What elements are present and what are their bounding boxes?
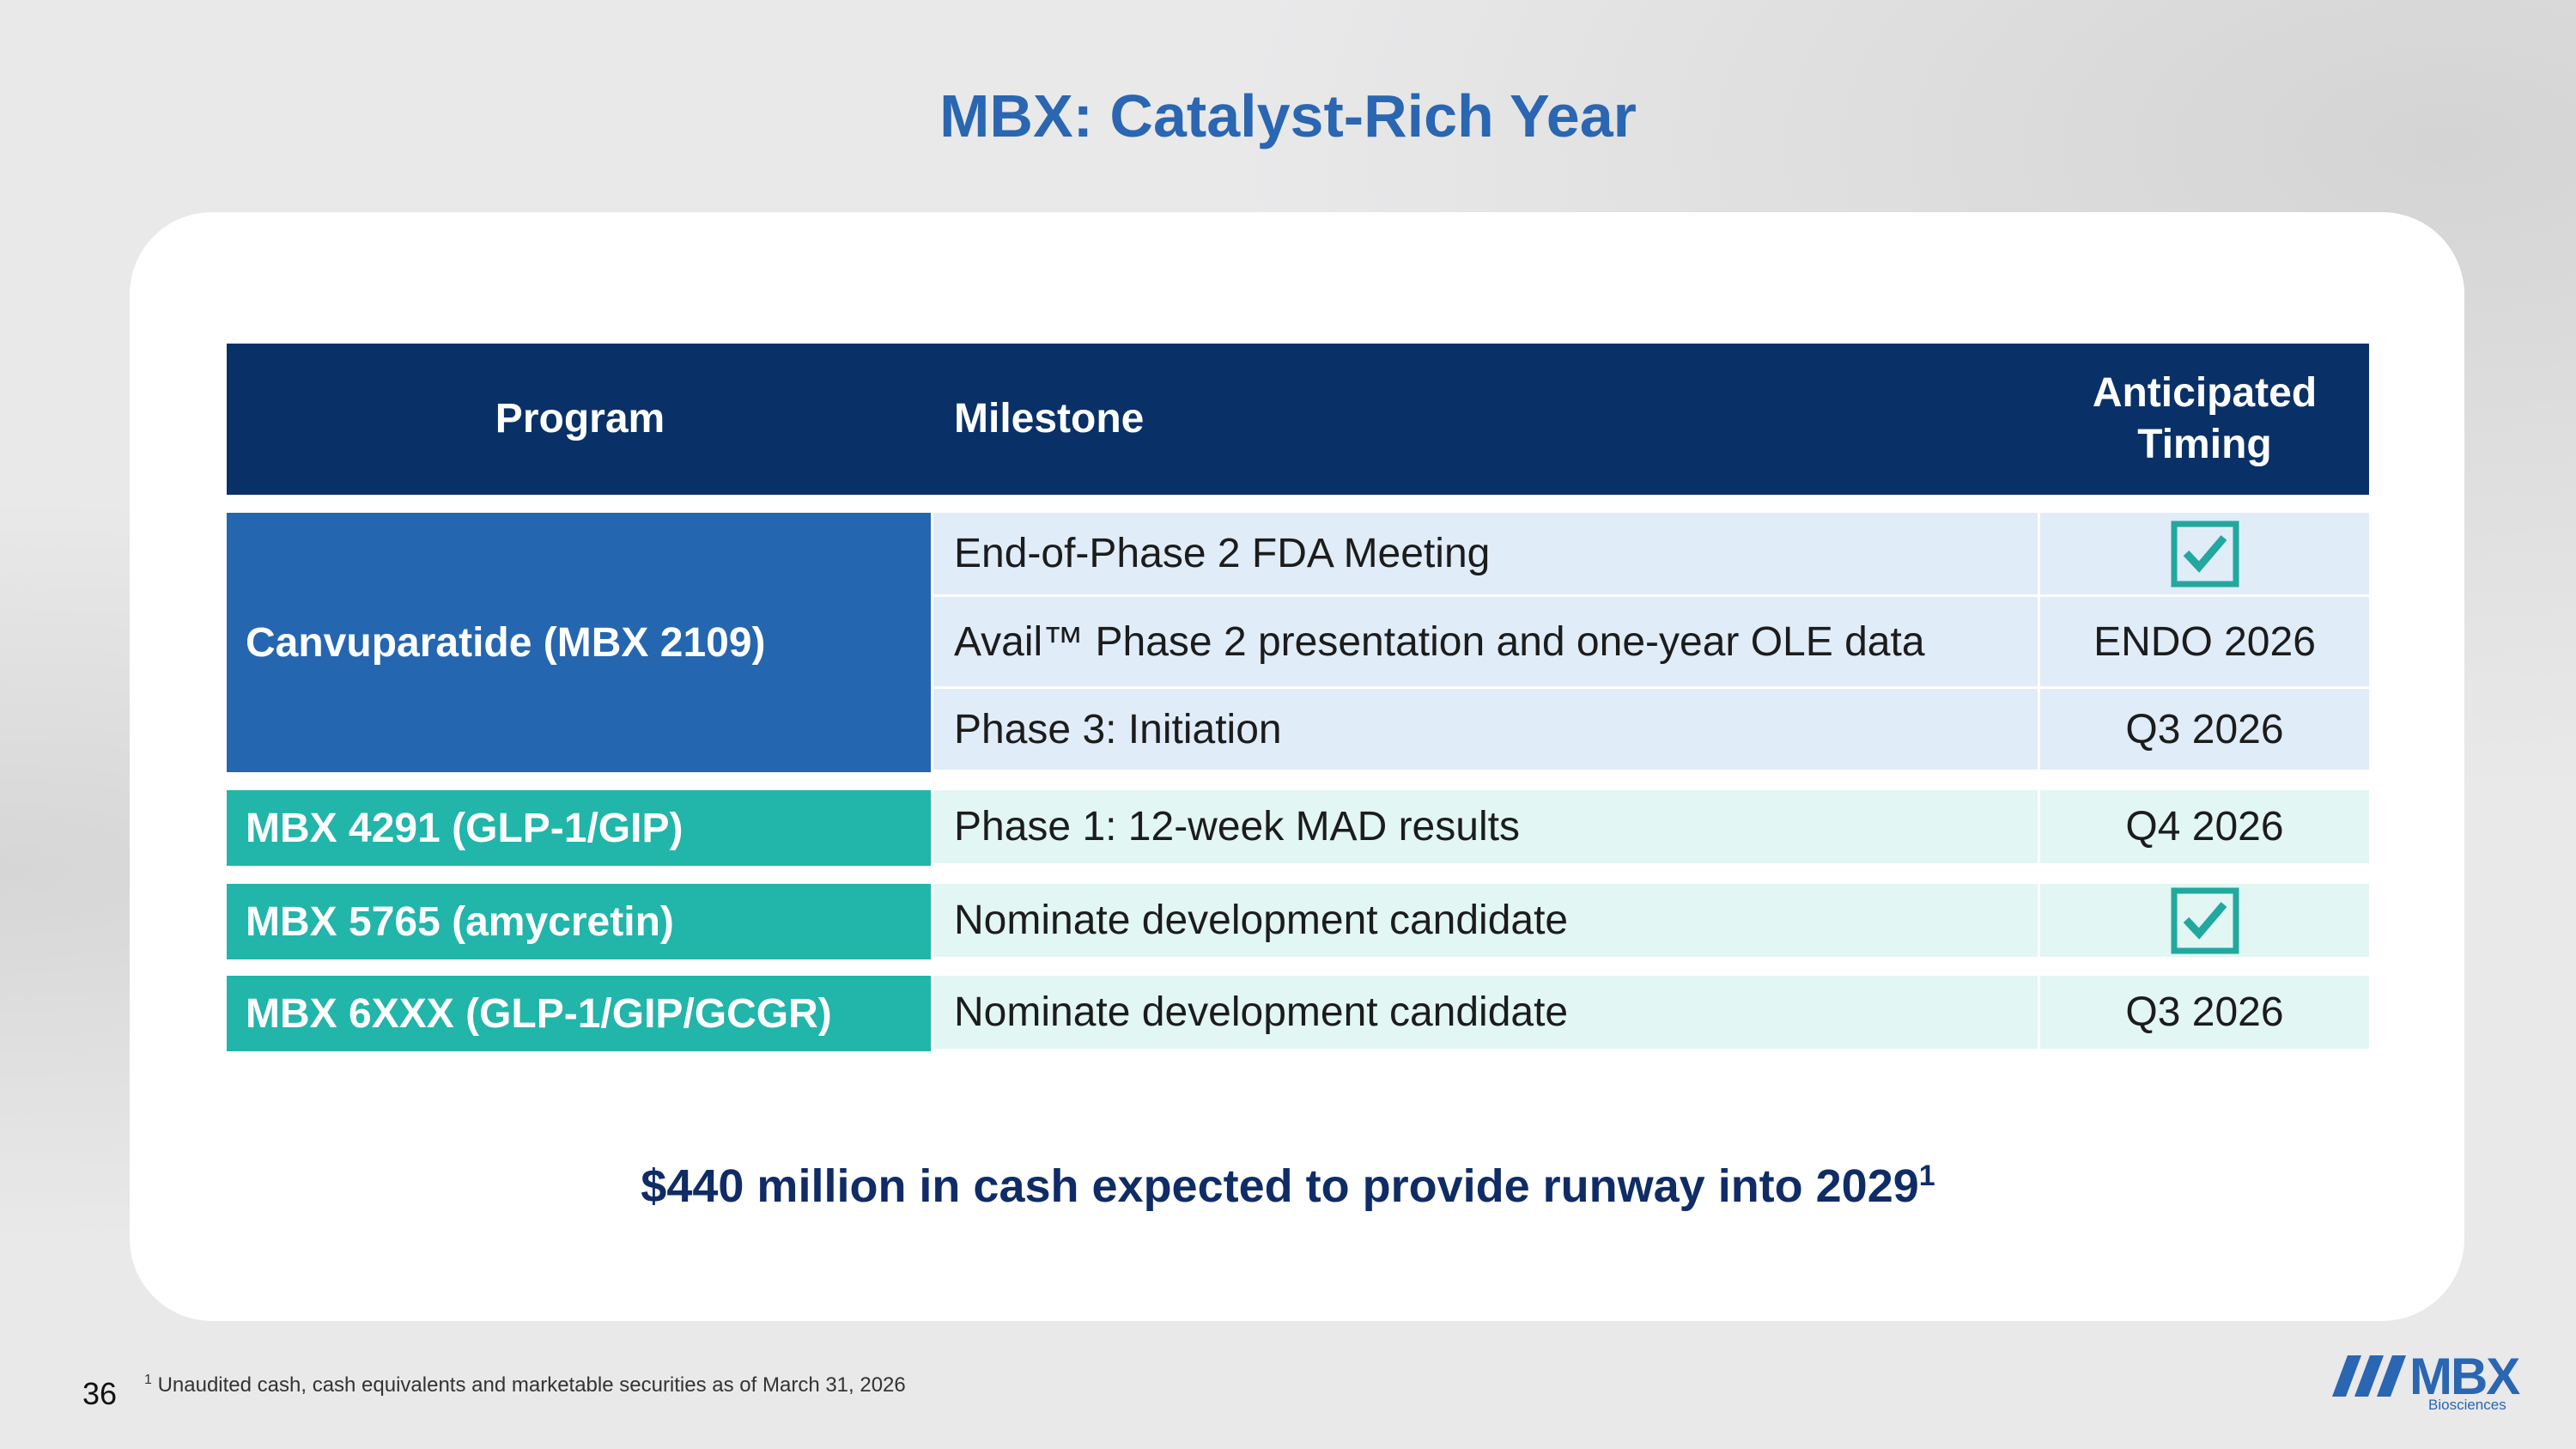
header-cell: Anticipated Timing bbox=[2040, 344, 2369, 495]
header-cell: Program bbox=[227, 344, 933, 495]
timing-cell bbox=[2040, 513, 2369, 594]
timing-cell: Q4 2026 bbox=[2040, 790, 2369, 863]
milestone-cell: Nominate development candidate bbox=[933, 884, 2038, 957]
logo-mark bbox=[2332, 1355, 2406, 1397]
header-cell: Milestone bbox=[933, 344, 2040, 495]
program-cell-text: Canvuparatide (MBX 2109) bbox=[246, 619, 766, 666]
check-icon bbox=[2171, 887, 2239, 953]
cash-statement: $440 million in cash expected to provide… bbox=[0, 1160, 2576, 1213]
program-cell-text: MBX 5765 (amycretin) bbox=[246, 898, 674, 945]
timing-cell-text: Q3 2026 bbox=[2125, 989, 2284, 1035]
timing-cell-text: ENDO 2026 bbox=[2093, 618, 2316, 665]
footnote-ref: 1 bbox=[1918, 1160, 1935, 1192]
timing-cell-text: Q3 2026 bbox=[2125, 706, 2284, 752]
milestone-cell: Phase 1: 12-week MAD results bbox=[933, 790, 2038, 863]
program-cell: MBX 6XXX (GLP-1/GIP/GCGR) bbox=[227, 976, 931, 1051]
timing-cell: ENDO 2026 bbox=[2040, 597, 2369, 686]
program-cell: MBX 5765 (amycretin) bbox=[227, 884, 931, 959]
milestone-cell-text: Phase 1: 12-week MAD results bbox=[954, 804, 1520, 849]
timing-cell: Q3 2026 bbox=[2040, 689, 2369, 770]
milestone-cell-text: Phase 3: Initiation bbox=[954, 706, 1282, 752]
header-cell-text: Milestone bbox=[954, 396, 1145, 441]
check-icon bbox=[2171, 521, 2239, 587]
timing-cell-text: Q4 2026 bbox=[2125, 804, 2284, 849]
milestone-cell: End-of-Phase 2 FDA Meeting bbox=[933, 513, 2038, 594]
timing-cell bbox=[2040, 884, 2369, 957]
program-cell-text: MBX 4291 (GLP-1/GIP) bbox=[246, 805, 683, 851]
footnote-text: Unaudited cash, cash equivalents and mar… bbox=[157, 1373, 906, 1397]
header-cell-text: Program bbox=[495, 396, 665, 441]
program-cell-text: MBX 6XXX (GLP-1/GIP/GCGR) bbox=[246, 990, 832, 1037]
logo-subtitle: Biosciences bbox=[2428, 1397, 2506, 1413]
program-cell: Canvuparatide (MBX 2109) bbox=[227, 513, 931, 772]
header-cell-text: Anticipated Timing bbox=[2092, 370, 2318, 467]
program-cell: MBX 4291 (GLP-1/GIP) bbox=[227, 790, 931, 866]
milestone-cell: Nominate development candidate bbox=[933, 976, 2038, 1049]
footnote-marker: 1 bbox=[144, 1373, 152, 1387]
page-number: 36 bbox=[82, 1376, 118, 1411]
milestone-cell: Phase 3: Initiation bbox=[933, 689, 2038, 770]
milestone-cell: Avail™ Phase 2 presentation and one-year… bbox=[933, 597, 2038, 686]
timing-cell: Q3 2026 bbox=[2040, 976, 2369, 1049]
milestone-cell-text: End-of-Phase 2 FDA Meeting bbox=[954, 531, 1491, 576]
footnote: 1 Unaudited cash, cash equivalents and m… bbox=[144, 1373, 906, 1397]
milestone-cell-text: Nominate development candidate bbox=[954, 989, 1569, 1035]
cash-text: $440 million in cash expected to provide… bbox=[641, 1160, 1919, 1212]
milestone-cell-text: Avail™ Phase 2 presentation and one-year… bbox=[954, 618, 1925, 665]
logo-name: MBX bbox=[2409, 1348, 2520, 1405]
milestone-cell-text: Nominate development candidate bbox=[954, 898, 1569, 943]
slide-title: MBX: Catalyst-Rich Year bbox=[939, 82, 1637, 149]
logo: MBX Biosciences bbox=[2332, 1348, 2538, 1414]
